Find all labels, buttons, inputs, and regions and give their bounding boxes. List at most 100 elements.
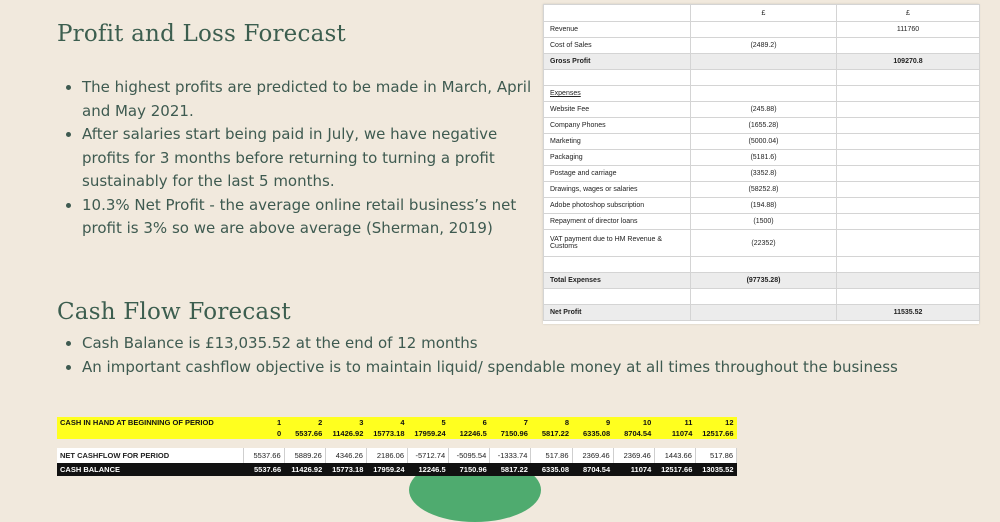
pl-row: Company Phones (1655.28): [543, 117, 980, 134]
pl-row: Total Expenses (97735.28): [543, 272, 980, 289]
cf-bullet: Cash Balance is £13,035.52 at the end of…: [82, 332, 982, 356]
pl-row: Expenses: [543, 85, 980, 102]
cf-balance-row-cell: 17959.24: [366, 463, 408, 476]
cf-month-row-cell: 2: [284, 417, 326, 428]
pl-row-value: £: [690, 4, 837, 22]
pl-row-value: [690, 21, 837, 38]
cf-balance-row-cell: 6335.08: [530, 463, 572, 476]
cf-net-row-cell: 5537.66: [243, 448, 285, 463]
pl-row: VAT payment due to HM Revenue & Customs(…: [543, 229, 980, 257]
cf-month-row-cell: 10: [613, 417, 655, 428]
pl-row-label: Company Phones: [543, 117, 691, 134]
pl-row: Net Profit 11535.52: [543, 304, 980, 321]
cf-month-row: CASH IN HAND AT BEGINNING OF PERIOD 1 2 3 4 5…: [57, 417, 737, 428]
cf-opening-row-cell: 5817.22: [530, 428, 572, 439]
cf-net-row-cell: 4346.26: [325, 448, 367, 463]
pl-row-label: [543, 69, 691, 86]
pl-row-value: (245.88): [690, 101, 837, 118]
pl-row-value: [690, 304, 837, 321]
cf-opening-row-cell: 8704.54: [613, 428, 655, 439]
pl-row-value: (58252.8): [690, 181, 837, 198]
pl-row: [543, 69, 980, 86]
pl-row-value: (5000.04): [690, 133, 837, 150]
pl-row-value: £: [836, 4, 980, 22]
pl-row-value: [836, 133, 980, 150]
pl-bullet: 10.3% Net Profit - the average online re…: [82, 194, 542, 241]
cf-opening-row-cell: 12517.66: [695, 428, 737, 439]
pl-row-value: (22352): [690, 229, 837, 257]
pl-row-value: (1655.28): [690, 117, 837, 134]
pl-row: Adobe photoshop subscription (194.88): [543, 197, 980, 214]
pl-row-value: [690, 85, 837, 102]
pl-row-value: [690, 288, 837, 305]
cf-gap: [57, 439, 737, 448]
pl-row-value: [836, 256, 980, 273]
cf-opening-row-cell: 17959.24: [407, 428, 449, 439]
cf-balance-row-cell: 12517.66: [654, 463, 696, 476]
cf-opening-row-cell: 15773.18: [366, 428, 408, 439]
cf-balance-row-cell: 11074: [613, 463, 655, 476]
pl-row-label: Revenue: [543, 21, 691, 38]
cf-net-row-cell: 5889.26: [284, 448, 326, 463]
pl-row-label: Repayment of director loans: [543, 213, 691, 230]
cf-net-row-cell: 2369.46: [613, 448, 655, 463]
pl-row-value: [690, 53, 837, 70]
pl-row-value: (97735.28): [690, 272, 837, 289]
pl-row: £ £: [543, 4, 980, 22]
cf-opening-row-cell: 11074: [654, 428, 696, 439]
pl-row-value: [836, 85, 980, 102]
cf-bullet: An important cashflow objective is to ma…: [82, 356, 982, 380]
cf-net-row-label: NET CASHFLOW FOR PERIOD: [57, 448, 244, 463]
pl-row-value: [836, 117, 980, 134]
cf-month-row-cell: 1: [243, 417, 285, 428]
cf-month-row-cell: 9: [572, 417, 614, 428]
cf-month-row-cell: 5: [407, 417, 449, 428]
pl-row-value: 11535.52: [836, 304, 980, 321]
pl-row-label: VAT payment due to HM Revenue & Customs: [543, 229, 691, 257]
cf-month-row-cell: 7: [489, 417, 531, 428]
pl-row-value: [836, 272, 980, 289]
cf-month-row-cell: 11: [654, 417, 696, 428]
pl-section-title: Profit and Loss Forecast: [57, 21, 346, 47]
profit-loss-table: £ £ Revenue 111760 Cost of Sales (2489.2) Gros…: [543, 4, 980, 324]
pl-row-value: (5181.6): [690, 149, 837, 166]
pl-row-value: [836, 197, 980, 214]
cf-net-row-cell: 517.86: [530, 448, 573, 463]
cf-opening-row: 0 5537.66 11426.92 15773.18 17959.24 12246.5 7…: [57, 428, 737, 439]
cf-bullet-list: Cash Balance is £13,035.52 at the end of…: [58, 332, 982, 379]
pl-row-value: [836, 213, 980, 230]
pl-row: Gross Profit 109270.8: [543, 53, 980, 70]
pl-row: Drawings, wages or salaries (58252.8): [543, 181, 980, 198]
pl-row: [543, 288, 980, 305]
pl-row: Packaging (5181.6): [543, 149, 980, 166]
cf-month-row-cell: 8: [530, 417, 572, 428]
pl-row: Revenue 111760: [543, 21, 980, 38]
pl-row-label: [543, 256, 691, 273]
cf-net-row: NET CASHFLOW FOR PERIOD 5537.66 5889.26 434…: [57, 448, 738, 463]
pl-row: Website Fee (245.88): [543, 101, 980, 118]
cf-balance-row-cell: 11426.92: [284, 463, 326, 476]
cf-opening-row-cell: 6335.08: [572, 428, 614, 439]
pl-row-label: [543, 288, 691, 305]
cf-month-row-cell: 6: [448, 417, 490, 428]
cf-balance-row-cell: 15773.18: [325, 463, 367, 476]
cf-net-row-cell: 1443.66: [654, 448, 696, 463]
pl-row-label: Website Fee: [543, 101, 691, 118]
pl-row: Postage and carriage (3352.8): [543, 165, 980, 182]
cf-balance-row-cell: 5537.66: [243, 463, 285, 476]
pl-row-label: [543, 4, 691, 22]
pl-row: Cost of Sales (2489.2): [543, 37, 980, 54]
pl-row-value: [836, 69, 980, 86]
cf-net-row-cell: 2186.06: [366, 448, 409, 463]
cf-opening-row-cell: 12246.5: [448, 428, 490, 439]
cf-balance-row-cell: 13035.52: [695, 463, 737, 476]
pl-row-value: [836, 101, 980, 118]
pl-bullet: After salaries start being paid in July,…: [82, 123, 542, 194]
pl-row: Repayment of director loans (1500): [543, 213, 980, 230]
pl-row-label: Expenses: [543, 85, 691, 102]
cf-net-row-cell: -5095.54: [448, 448, 491, 463]
pl-row-value: [836, 149, 980, 166]
cf-month-row-cell: 12: [695, 417, 737, 428]
pl-row-value: 109270.8: [836, 53, 980, 70]
pl-row-label: Total Expenses: [543, 272, 691, 289]
